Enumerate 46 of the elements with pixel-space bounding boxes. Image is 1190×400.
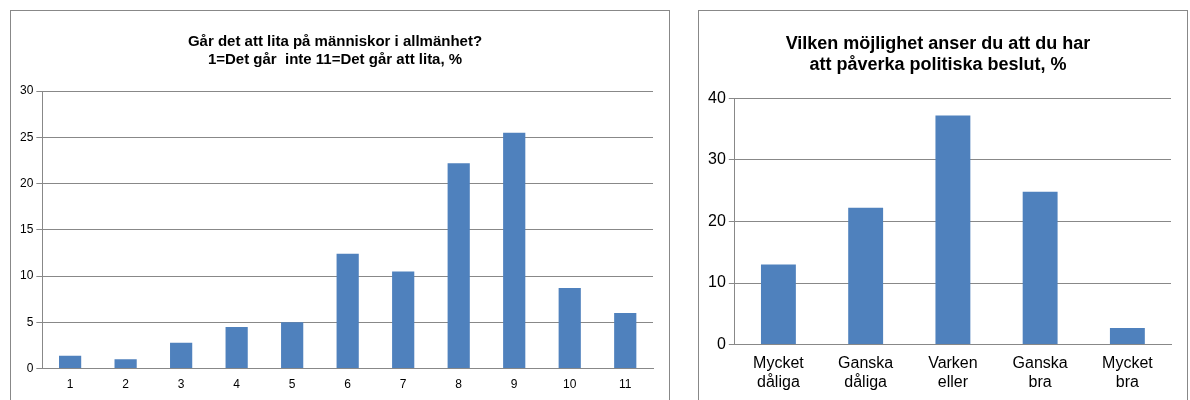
- x-tick-label: 4: [233, 377, 241, 392]
- x-tick-label: 9: [510, 377, 518, 392]
- chart-title: Går det att lita på människor i allmänhet? 1=Det går inte 11=Det går att lita, %: [187, 32, 483, 68]
- x-tick-label: 3: [177, 377, 185, 392]
- bar: [114, 359, 137, 369]
- y-tick-label: 0: [716, 335, 726, 353]
- y-tick-label: 30: [19, 83, 34, 98]
- bar: [1109, 327, 1145, 345]
- x-tick-label: Mycket bra: [1102, 353, 1154, 390]
- y-tick-label: 30: [708, 150, 726, 168]
- y-tick-label: 40: [708, 88, 726, 106]
- y-tick-label: 0: [26, 360, 34, 375]
- x-tick-label: Varken eller: [928, 353, 978, 390]
- bar: [935, 115, 971, 345]
- y-tick-label: 5: [26, 314, 34, 329]
- bar: [760, 264, 796, 345]
- x-tick-label: 5: [288, 377, 296, 392]
- y-tick-label: 20: [708, 211, 726, 229]
- x-tick-label: 11: [619, 377, 632, 392]
- bar: [447, 163, 470, 369]
- y-tick-label: 25: [19, 129, 34, 144]
- bar: [336, 253, 359, 369]
- x-tick-label: 1: [66, 377, 74, 392]
- y-tick-label: 15: [19, 222, 34, 237]
- bar: [503, 132, 526, 369]
- bar: [1022, 191, 1058, 345]
- y-tick-label: 10: [19, 268, 34, 283]
- x-tick-label: Ganska bra: [1012, 353, 1068, 390]
- bar: [281, 322, 304, 369]
- x-tick-label: Mycket dåliga: [753, 353, 805, 390]
- bar: [614, 313, 637, 369]
- bar: [225, 326, 248, 369]
- bar: [59, 355, 82, 369]
- bar: [170, 342, 193, 369]
- bar: [848, 207, 884, 345]
- x-tick-label: Ganska dåliga: [838, 353, 894, 390]
- bar: [558, 288, 581, 369]
- x-tick-label: 8: [455, 377, 463, 392]
- x-tick-label: 6: [344, 377, 352, 392]
- x-tick-label: 2: [122, 377, 130, 392]
- y-tick-label: 10: [708, 273, 726, 291]
- chart-title: Vilken möjlighet anser du att du har att påverka politiska beslut, %: [785, 32, 1091, 75]
- x-tick-label: 7: [399, 377, 407, 392]
- bar: [392, 271, 415, 369]
- x-tick-label: 10: [563, 377, 577, 392]
- y-tick-label: 20: [19, 175, 34, 190]
